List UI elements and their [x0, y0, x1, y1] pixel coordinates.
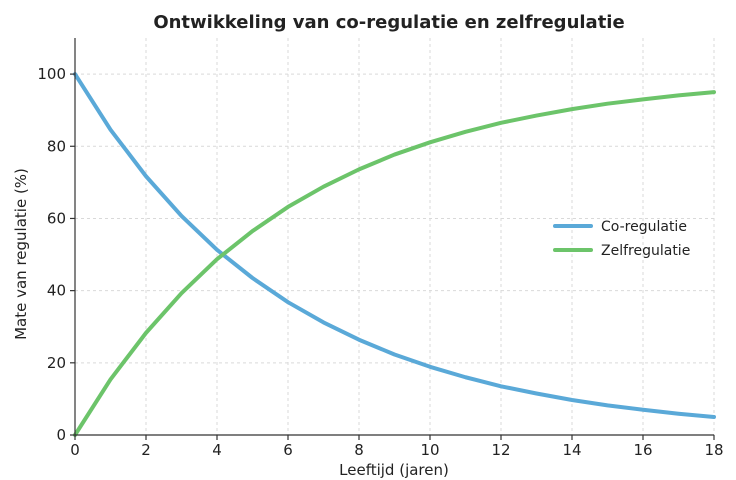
x-tick-label: 4 [212, 441, 222, 459]
legend-label: Zelfregulatie [601, 243, 690, 259]
x-tick-label: 6 [283, 441, 293, 459]
x-tick-label: 8 [354, 441, 364, 459]
series-lines [73, 72, 716, 437]
grid [74, 38, 715, 436]
x-tick-label: 0 [70, 441, 80, 459]
legend: Co-regulatie Zelfregulatie [553, 219, 690, 259]
x-tick-label: 16 [633, 441, 652, 459]
y-axis-label: Mate van regulatie (%) [12, 168, 30, 340]
legend-label: Co-regulatie [601, 219, 687, 235]
axes [70, 38, 715, 440]
y-tick-label: 60 [47, 209, 66, 227]
chart-title: Ontwikkeling van co-regulatie en zelfreg… [153, 12, 624, 33]
series-line-zelfregulatie [73, 90, 716, 437]
x-tick-label: 10 [420, 441, 439, 459]
tick-labels: 0 2 4 6 8 10 12 14 16 18 0 20 40 60 80 100 [37, 65, 723, 459]
y-tick-label: 20 [47, 354, 66, 372]
y-tick-label: 100 [37, 65, 66, 83]
y-tick-label: 80 [47, 137, 66, 155]
y-tick-label: 40 [47, 282, 66, 300]
x-axis-label: Leeftijd (jaren) [339, 461, 449, 479]
series-line-co-regulatie [73, 72, 716, 419]
x-tick-label: 14 [562, 441, 581, 459]
x-tick-label: 18 [704, 441, 723, 459]
x-tick-label: 12 [491, 441, 510, 459]
x-tick-label: 2 [141, 441, 151, 459]
y-tick-label: 0 [56, 426, 66, 444]
